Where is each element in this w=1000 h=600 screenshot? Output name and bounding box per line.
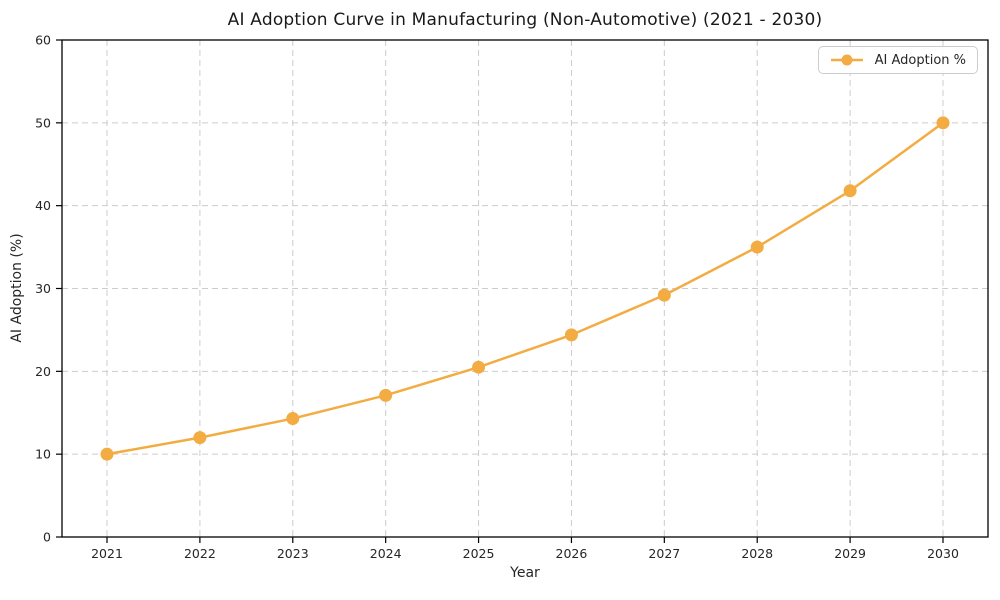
x-tick-label: 2030 (927, 546, 959, 561)
data-point (193, 431, 207, 445)
y-tick-label: 40 (35, 198, 51, 213)
x-axis-label: Year (510, 565, 540, 581)
chart-title: AI Adoption Curve in Manufacturing (Non-… (227, 10, 823, 30)
data-point (472, 360, 486, 374)
data-point (286, 412, 300, 426)
data-point (379, 388, 393, 402)
data-point (750, 240, 764, 254)
data-point (936, 116, 950, 130)
x-tick-label: 2026 (556, 546, 588, 561)
legend: AI Adoption % (817, 46, 978, 74)
x-tick-label: 2021 (91, 546, 123, 561)
x-tick-label: 2029 (834, 546, 866, 561)
x-tick-label: 2028 (741, 546, 773, 561)
legend-label: AI Adoption % (874, 52, 966, 68)
y-tick-label: 50 (35, 115, 51, 130)
y-tick-label: 30 (35, 281, 51, 296)
data-point (564, 328, 578, 342)
x-tick-label: 2024 (370, 546, 402, 561)
y-tick-label: 0 (43, 530, 51, 545)
data-point (843, 184, 857, 198)
y-axis-label: AI Adoption (%) (9, 233, 25, 343)
x-tick-label: 2023 (277, 546, 309, 561)
data-line (105, 121, 945, 456)
x-tick-label: 2025 (463, 546, 495, 561)
data-point (657, 288, 671, 302)
legend-marker-icon (830, 54, 863, 66)
x-tick-label: 2027 (648, 546, 680, 561)
y-tick-label: 60 (35, 33, 51, 48)
x-tick-label: 2022 (184, 546, 216, 561)
y-tick-label: 10 (35, 447, 51, 462)
data-point (100, 447, 114, 461)
y-tick-label: 20 (35, 364, 51, 379)
